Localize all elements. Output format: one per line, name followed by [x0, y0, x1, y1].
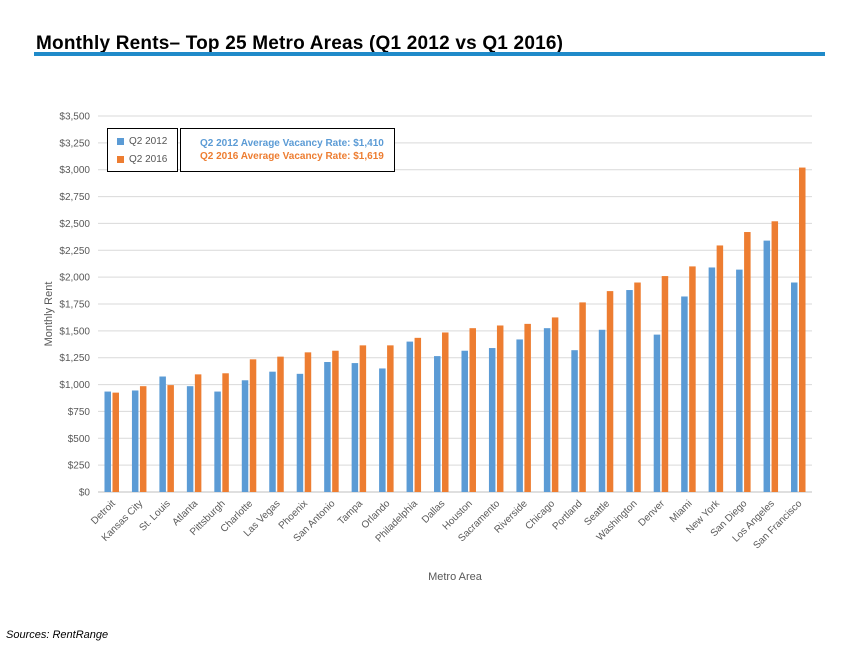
y-tick-label: $0 [79, 488, 91, 499]
bar-2012 [681, 296, 688, 492]
y-tick-label: $2,750 [59, 192, 90, 203]
y-tick-label: $1,750 [59, 300, 90, 311]
y-tick-label: $3,000 [59, 165, 90, 176]
x-tick-label: Denver [637, 498, 668, 529]
bar-2012 [653, 334, 661, 492]
source-note: Sources: RentRange [6, 629, 109, 641]
bar-2016 [551, 317, 559, 492]
vacancy-note-box: Q2 2012 Average Vacancy Rate: $1,410 Q2 … [180, 128, 395, 172]
bar-2012 [131, 390, 139, 492]
legend-swatch-2016 [117, 155, 124, 163]
bar-2012 [269, 371, 276, 492]
bar-2016 [661, 276, 669, 492]
bar-2012 [461, 350, 468, 492]
legend-item-2016: Q2 2016 [117, 153, 167, 165]
y-tick-label: $750 [68, 407, 91, 418]
y-tick-label: $1,000 [59, 380, 90, 391]
y-tick-label: $1,250 [59, 353, 90, 364]
bar-2016 [359, 345, 367, 492]
bar-2012 [516, 339, 523, 492]
bar-2016 [744, 232, 751, 492]
bar-2016 [222, 373, 229, 492]
bar-2012 [626, 290, 633, 492]
bar-2012 [214, 391, 221, 492]
bar-2016 [496, 325, 504, 492]
bar-2016 [387, 345, 394, 492]
bar-2012 [241, 380, 249, 492]
bar-2016 [771, 221, 779, 492]
bar-2012 [543, 328, 551, 492]
y-tick-label: $500 [68, 434, 91, 445]
bar-2012 [406, 341, 414, 492]
y-tick-label: $2,500 [59, 219, 90, 230]
legend-swatch-2012 [117, 137, 124, 145]
bar-2016 [167, 385, 174, 492]
bar-2016 [524, 323, 531, 492]
bar-2016 [194, 374, 202, 492]
chart-legend: Q2 2012 Q2 2016 [107, 128, 178, 172]
y-tick-label: $1,500 [59, 326, 90, 337]
bar-2016 [277, 356, 284, 492]
bar-2012 [763, 240, 771, 492]
bar-2016 [799, 167, 806, 492]
bar-2016 [304, 352, 312, 492]
bar-2016 [689, 266, 696, 492]
bar-2016 [442, 332, 449, 492]
page-title: Monthly Rents– Top 25 Metro Areas (Q1 20… [36, 33, 564, 54]
bar-2012 [488, 348, 496, 492]
bar-2016 [606, 291, 614, 492]
y-tick-label: $2,000 [59, 273, 90, 284]
bar-2016 [332, 350, 339, 492]
y-tick-label: $3,250 [59, 138, 90, 149]
bar-2016 [469, 328, 476, 492]
title-rule [34, 52, 825, 56]
bar-2012 [296, 373, 304, 492]
bar-2016 [634, 282, 641, 492]
legend-label-2012: Q2 2012 [129, 135, 168, 147]
bar-2016 [139, 386, 147, 492]
bar-2016 [112, 392, 119, 492]
legend-label-2016: Q2 2016 [129, 153, 168, 165]
bar-2012 [379, 368, 386, 492]
y-tick-label: $2,250 [59, 246, 90, 257]
note-2016: Q2 2016 Average Vacancy Rate: $1,619 [200, 151, 384, 162]
bar-2012 [351, 363, 359, 492]
bar-2012 [186, 386, 194, 492]
y-tick-label: $3,500 [59, 112, 90, 123]
bar-2012 [324, 362, 331, 492]
bar-2012 [708, 267, 716, 492]
x-axis-title: Metro Area [428, 571, 483, 583]
bar-2012 [104, 391, 111, 492]
bar-2012 [434, 356, 441, 492]
bar-2012 [791, 282, 798, 492]
legend-item-2012: Q2 2012 [117, 135, 167, 147]
bar-2012 [598, 329, 606, 492]
bar-2016 [414, 337, 422, 492]
bar-2016 [716, 245, 724, 492]
y-axis-title: Monthly Rent [43, 282, 55, 347]
bar-2016 [249, 359, 257, 492]
x-tick-label: San Francisco [751, 498, 804, 551]
note-2012: Q2 2012 Average Vacancy Rate: $1,410 [200, 138, 384, 149]
bar-2012 [159, 376, 166, 492]
bar-2016 [579, 302, 586, 492]
bar-2012 [571, 350, 578, 492]
x-tick-label: Portland [551, 498, 585, 532]
bar-2012 [736, 269, 743, 492]
y-tick-label: $250 [68, 461, 91, 472]
